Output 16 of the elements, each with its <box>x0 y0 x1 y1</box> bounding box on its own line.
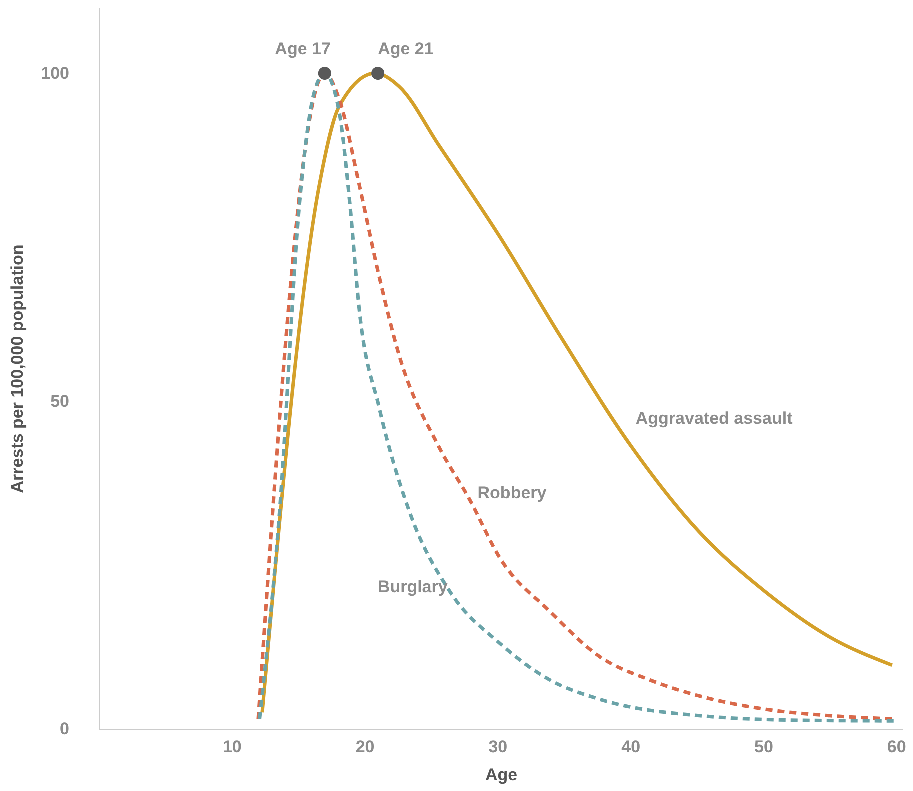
x-tick-label: 30 <box>488 738 508 756</box>
annotation: Age 21 <box>378 40 434 59</box>
y-tick-label: 0 <box>60 720 70 738</box>
x-tick-label: 20 <box>356 738 375 756</box>
x-tick-label: 60 <box>887 738 906 756</box>
y-axis-title: Arrests per 100,000 population <box>8 244 28 494</box>
x-axis-title: Age <box>485 766 518 784</box>
y-tick-label: 100 <box>41 64 70 84</box>
x-tick-label: 40 <box>622 738 641 756</box>
x-tick-label: 10 <box>222 738 242 756</box>
series-label: Burglary <box>378 577 448 596</box>
x-tick-label: 50 <box>754 738 774 756</box>
annotation: Age 17 <box>275 40 331 59</box>
y-tick-label: 50 <box>50 392 70 411</box>
series-label: Robbery <box>478 484 548 503</box>
series-label: Aggravated assault <box>636 409 794 428</box>
